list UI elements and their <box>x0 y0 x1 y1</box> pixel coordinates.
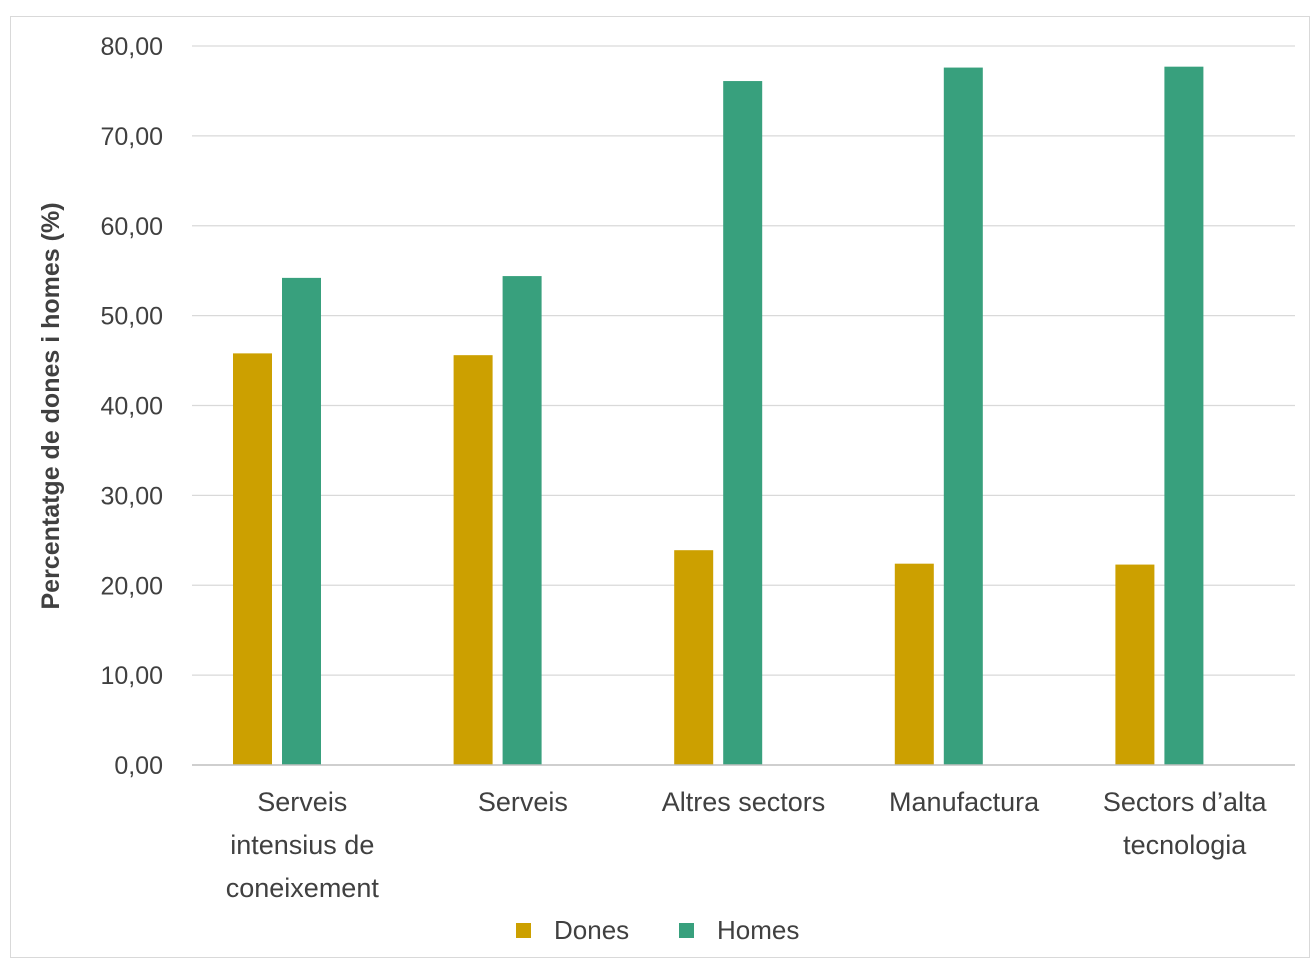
legend: Dones Homes <box>516 915 799 945</box>
x-category-label: Serveis <box>478 787 568 817</box>
bars <box>233 66 1204 765</box>
y-tick-label: 20,00 <box>100 572 163 600</box>
y-axis-ticks: 0,00 10,00 20,00 30,00 40,00 50,00 60,00 70,00 8… <box>100 33 163 780</box>
y-tick-label: 80,00 <box>100 33 163 61</box>
bar-homes-3 <box>723 81 763 765</box>
legend-swatch-homes <box>679 923 694 938</box>
bar-homes-1 <box>282 277 321 765</box>
x-category-label: Manufactura <box>889 787 1040 817</box>
y-axis-title: Percentatge de dones i homes (%) <box>37 202 65 609</box>
chart-frame <box>10 16 1310 958</box>
legend-label-dones: Dones <box>554 915 629 945</box>
bar-dones-4 <box>894 563 934 765</box>
y-tick-label: 50,00 <box>100 303 163 331</box>
y-tick-label: 10,00 <box>100 662 163 690</box>
x-category-label: Serveis intensius de coneixement <box>226 787 380 903</box>
y-tick-label: 30,00 <box>100 482 163 510</box>
bar-homes-2 <box>502 276 542 765</box>
bar-homes-4 <box>943 67 983 765</box>
bar-dones-3 <box>674 550 714 765</box>
y-tick-label: 0,00 <box>114 752 163 780</box>
x-category-label: Sectors d’alta tecnologia <box>1103 787 1268 860</box>
legend-label-homes: Homes <box>717 915 799 945</box>
y-tick-label: 40,00 <box>100 393 163 421</box>
category-labels: Serveis intensius de coneixement Serveis Alt… <box>226 787 1268 903</box>
x-category-label: Altres sectors <box>662 787 826 817</box>
y-tick-label: 60,00 <box>100 213 163 241</box>
bar-dones-1 <box>233 353 272 765</box>
bar-dones-5 <box>1115 564 1155 765</box>
y-tick-label: 70,00 <box>100 123 163 151</box>
bar-homes-5 <box>1164 66 1204 765</box>
bar-dones-2 <box>453 355 493 765</box>
legend-swatch-dones <box>516 923 531 938</box>
